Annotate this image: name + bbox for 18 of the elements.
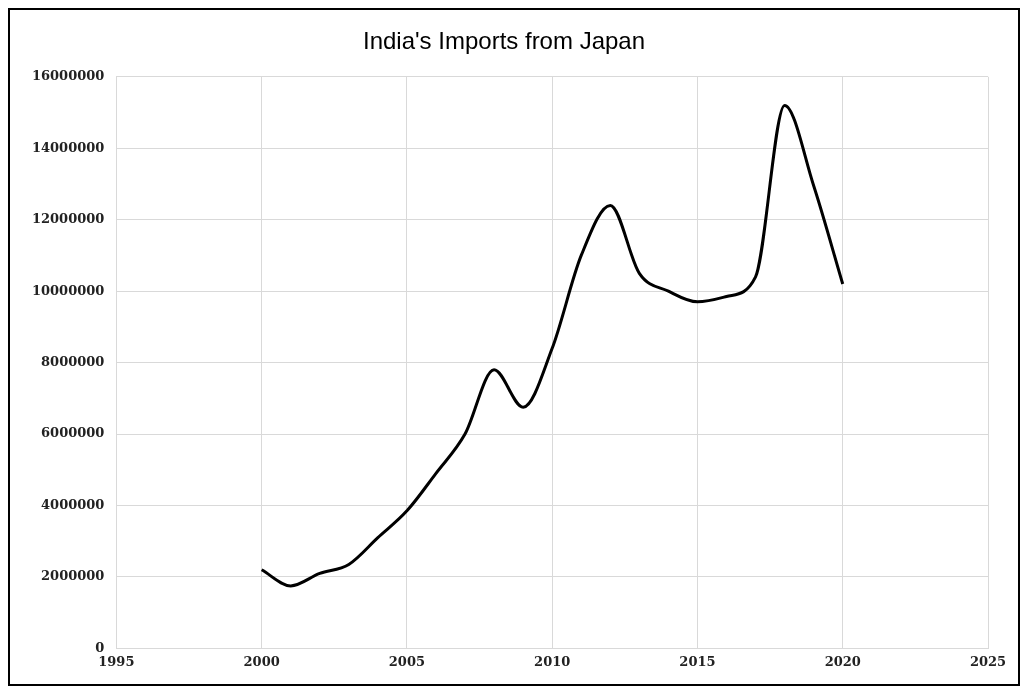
x-tick-label: 1995 [98, 653, 135, 669]
x-tick-label: 2010 [534, 653, 571, 669]
y-tick-label: 16000000 [31, 68, 105, 84]
x-tick-label: 2015 [679, 653, 716, 669]
x-tick-label: 2000 [243, 653, 280, 669]
y-tick-label: 10000000 [31, 282, 105, 298]
chart-title: India's Imports from Japan [362, 27, 646, 55]
y-tick-label: 4000000 [41, 496, 105, 512]
line-series [260, 103, 845, 588]
x-tick-label: 2020 [824, 653, 861, 669]
y-tick-label: 8000000 [41, 353, 105, 369]
x-tick-label: 2005 [388, 653, 425, 669]
y-tick-label: 12000000 [31, 211, 105, 227]
y-tick-label: 0 [95, 639, 105, 655]
y-tick-label: 2000000 [41, 568, 105, 584]
x-tick-label: 2025 [969, 653, 1007, 669]
y-tick-label: 14000000 [31, 139, 105, 155]
y-tick-label: 6000000 [41, 425, 105, 441]
